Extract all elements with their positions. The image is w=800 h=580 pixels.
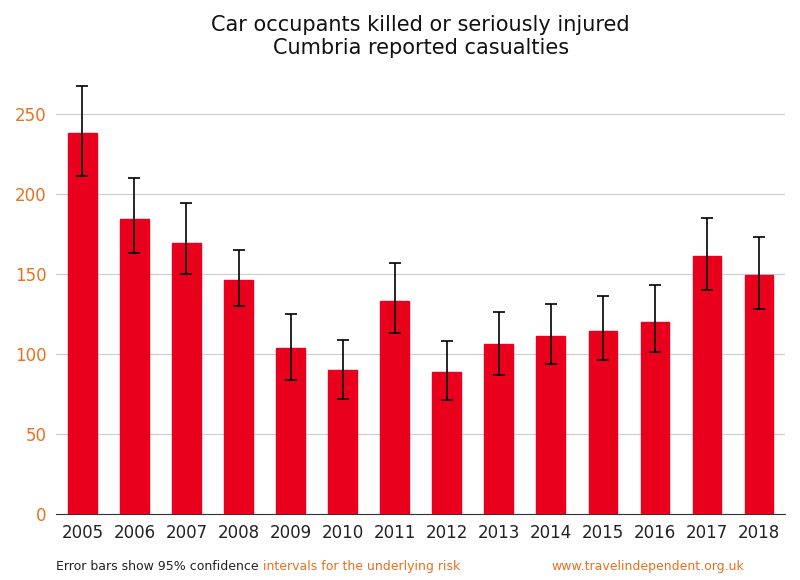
Text: intervals for the underlying risk: intervals for the underlying risk [262, 560, 460, 573]
Bar [172, 244, 201, 514]
Bar [589, 332, 617, 514]
Bar [432, 372, 461, 514]
Bar [537, 336, 565, 514]
Bar [120, 219, 149, 514]
Bar [693, 256, 722, 514]
Bar [485, 345, 513, 514]
Title: Car occupants killed or seriously injured
Cumbria reported casualties: Car occupants killed or seriously injure… [211, 15, 630, 58]
Bar [380, 301, 409, 514]
Bar [68, 133, 97, 514]
Bar [276, 347, 305, 514]
Bar [641, 322, 669, 514]
Text: www.travelindependent.org.uk: www.travelindependent.org.uk [551, 560, 744, 573]
Text: Error bars show 95% confidence: Error bars show 95% confidence [56, 560, 262, 573]
Bar [745, 276, 774, 514]
Bar [328, 370, 357, 514]
Bar [224, 280, 253, 514]
